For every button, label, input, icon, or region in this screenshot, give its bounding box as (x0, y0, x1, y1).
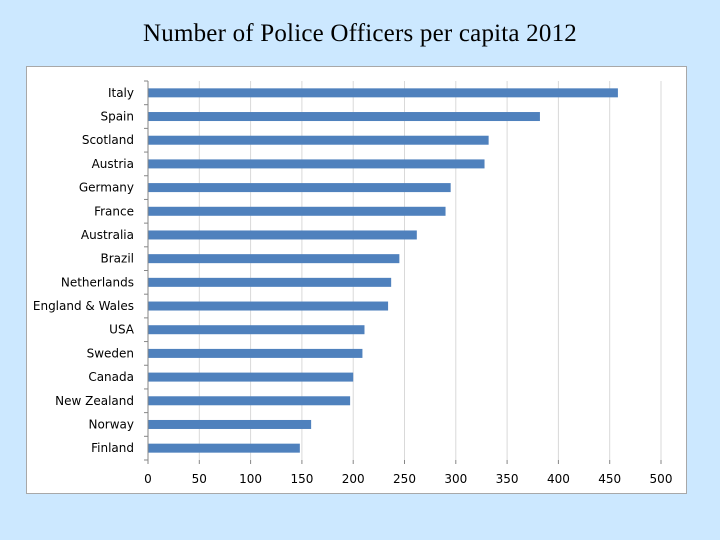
bar-finland (148, 443, 300, 453)
x-tick-label: 200 (342, 472, 365, 486)
bar-spain (148, 112, 540, 122)
category-label: Norway (88, 417, 134, 431)
category-label: Italy (108, 86, 134, 100)
bar-scotland (148, 135, 489, 145)
bar-canada (148, 372, 354, 382)
bar-france (148, 206, 446, 216)
category-label: Canada (88, 370, 134, 384)
category-label: Sweden (87, 346, 134, 360)
x-tick-label: 100 (239, 472, 262, 486)
bar-norway (148, 419, 312, 429)
bar-england-wales (148, 301, 389, 311)
bar-australia (148, 230, 417, 240)
x-tick-label: 400 (547, 472, 570, 486)
x-tick-label: 500 (650, 472, 673, 486)
x-tick-label: 50 (192, 472, 207, 486)
category-label: New Zealand (55, 394, 134, 408)
category-label: Brazil (101, 252, 135, 266)
slide-title: Number of Police Officers per capita 201… (143, 20, 577, 47)
x-tick-label: 250 (393, 472, 416, 486)
category-label: Austria (92, 157, 134, 171)
x-tick-labels: 0 50 100 150 200 250 300 350 400 450 500 (144, 472, 672, 486)
category-label: France (94, 204, 134, 218)
x-tick-label: 0 (144, 472, 152, 486)
bars (148, 88, 618, 453)
category-label: Australia (81, 228, 134, 242)
category-label: Netherlands (61, 275, 134, 289)
bar-sweden (148, 348, 363, 358)
x-tick-label: 300 (444, 472, 467, 486)
category-label: USA (109, 323, 135, 337)
category-labels: Italy Spain Scotland Austria Germany France Au… (33, 86, 135, 455)
bar-netherlands (148, 277, 392, 287)
x-tick-label: 350 (496, 472, 519, 486)
category-label: Scotland (82, 133, 134, 147)
category-label: England & Wales (33, 299, 134, 313)
category-label: Finland (91, 441, 134, 455)
bar-new-zealand (148, 396, 351, 406)
bar-italy (148, 88, 618, 98)
bar-usa (148, 325, 365, 335)
category-label: Spain (100, 110, 134, 124)
bar-brazil (148, 254, 400, 264)
bar-austria (148, 159, 485, 169)
x-tick-label: 150 (290, 472, 313, 486)
category-label: Germany (79, 181, 134, 195)
axes (144, 80, 662, 464)
x-tick-label: 450 (598, 472, 621, 486)
bar-germany (148, 183, 451, 193)
